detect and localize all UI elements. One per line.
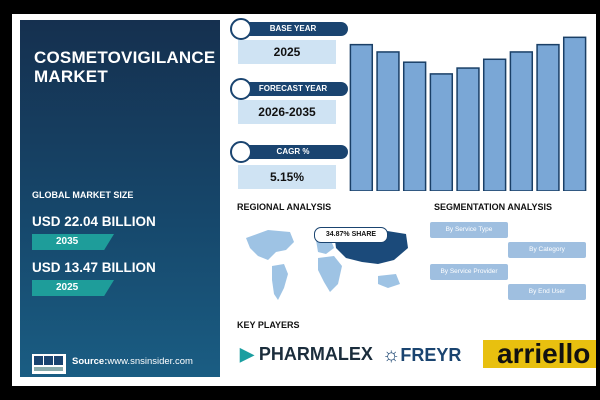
bar-5 [482, 58, 507, 191]
forecast-chart-icon [230, 78, 252, 100]
market-bar-chart [349, 36, 587, 191]
arriello-logo: arriello [483, 338, 596, 369]
bar-3 [429, 73, 454, 191]
cagr-value: 5.15% [238, 165, 336, 189]
base-year-pill: BASE YEAR [238, 22, 348, 36]
key-players-heading: KEY PLAYERS [237, 320, 300, 330]
future-year-badge: 2035 [32, 234, 114, 250]
africa-region [318, 256, 342, 292]
regional-heading: REGIONAL ANALYSIS [237, 202, 332, 212]
bar-2 [402, 61, 427, 191]
current-value: USD 13.47 BILLION [32, 260, 156, 275]
global-market-size-label: GLOBAL MARKET SIZE [32, 190, 134, 200]
bar-1 [376, 51, 400, 191]
sns-logo-icon [32, 354, 66, 374]
region-share-label: 34.87% SHARE [314, 227, 388, 243]
growth-icon [230, 141, 252, 163]
calendar-icon [230, 18, 252, 40]
left-panel: COSMETOVIGILANCE MARKET GLOBAL MARKET SI… [20, 20, 220, 377]
cagr-pill: CAGR % [238, 145, 348, 159]
bar-8 [562, 36, 587, 191]
source-label: Source: [72, 356, 108, 367]
bar-7 [536, 43, 560, 191]
segmentation-heading: SEGMENTATION ANALYSIS [434, 202, 553, 212]
title-line-2: MARKET [34, 67, 108, 86]
pharmalex-name: PHARMALEX [258, 344, 373, 364]
market-title: COSMETOVIGILANCE MARKET [34, 48, 219, 86]
forecast-year-pill: FORECAST YEAR [238, 82, 348, 96]
source-url[interactable]: www.snsinsider.com [107, 356, 193, 367]
north-america-region [246, 230, 294, 260]
current-year-badge: 2025 [32, 280, 114, 296]
future-value: USD 22.04 BILLION [32, 214, 156, 229]
title-line-1: COSMETOVIGILANCE [34, 48, 216, 67]
south-america-region [272, 264, 288, 300]
source-line: Source:www.snsinsider.com [72, 356, 193, 367]
oceania-region [378, 274, 400, 288]
segment-end-user: By End User [508, 284, 586, 300]
freyr-name: FREYR [400, 345, 462, 365]
infographic-canvas: COSMETOVIGILANCE MARKET GLOBAL MARKET SI… [12, 14, 596, 386]
base-year-value: 2025 [238, 40, 336, 64]
segment-service-provider: By Service Provider [430, 264, 508, 280]
segment-category: By Category [508, 242, 586, 258]
segment-service-type: By Service Type [430, 222, 508, 238]
bar-6 [509, 51, 534, 191]
bar-4 [456, 67, 480, 191]
pharmalex-logo: ▶ PHARMALEX [240, 344, 373, 364]
arriello-name: arriello [497, 338, 591, 369]
freyr-logo: ☼FREYR [382, 344, 462, 366]
forecast-year-value: 2026-2035 [238, 100, 336, 124]
bar-0 [349, 43, 374, 191]
